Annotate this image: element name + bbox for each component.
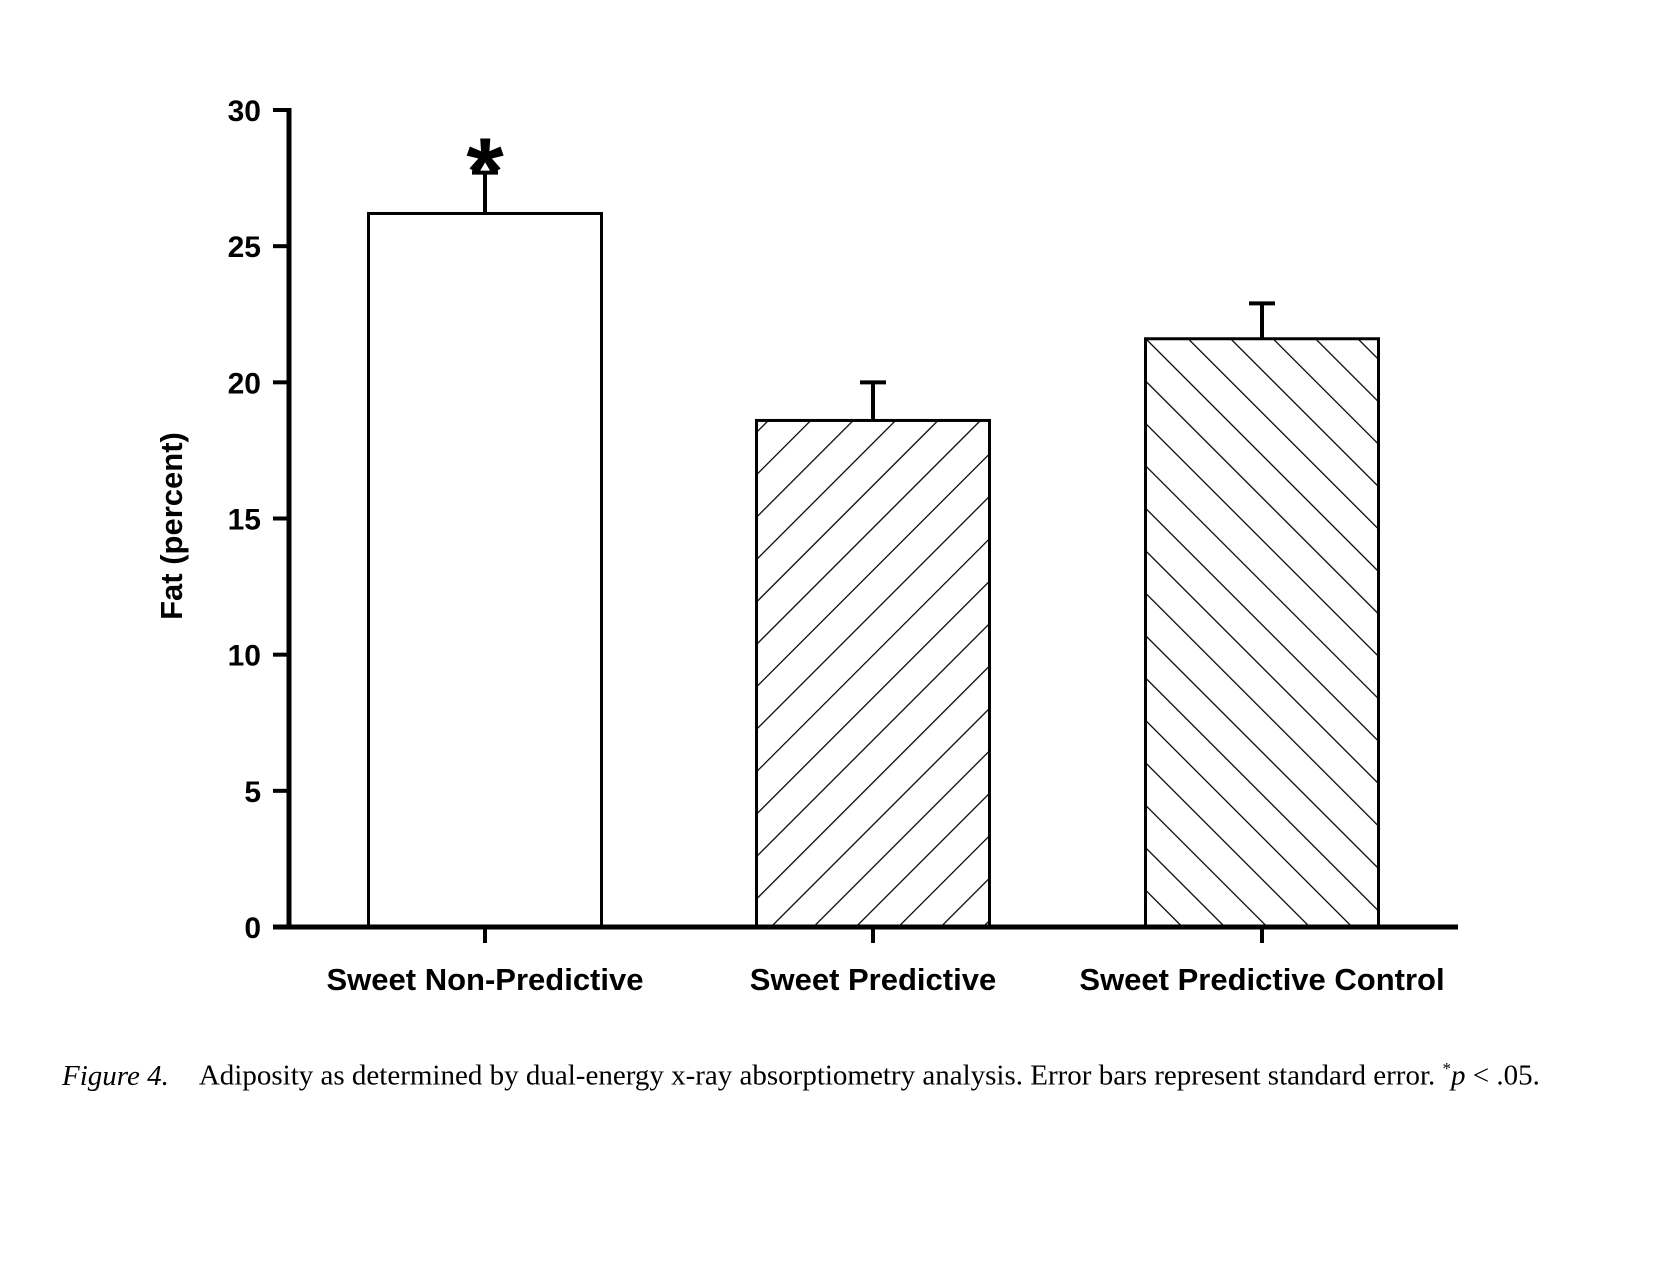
- x-category-label: Sweet Predictive Control: [1079, 962, 1444, 997]
- y-tick-label: 15: [228, 504, 261, 537]
- y-axis-title: Fat (percent): [154, 432, 189, 620]
- caption-text: Adiposity as determined by dual-energy x…: [198, 1059, 1436, 1092]
- significance-marker: *: [466, 119, 504, 226]
- x-category-label: Sweet Predictive: [750, 962, 996, 997]
- y-tick-label: 20: [228, 367, 261, 400]
- y-tick-label: 10: [228, 640, 261, 673]
- caption-figure-label: Figure 4.: [62, 1059, 169, 1092]
- bar: [1144, 337, 1380, 929]
- bar: [367, 211, 603, 929]
- caption-p-symbol: p: [1451, 1059, 1466, 1092]
- bar: [755, 418, 991, 929]
- caption-sig-marker: *: [1442, 1059, 1452, 1078]
- y-tick-label: 0: [244, 912, 261, 945]
- figure-caption: Figure 4. Adiposity as determined by dual…: [62, 1048, 1622, 1097]
- y-tick-label: 25: [228, 231, 261, 264]
- y-tick-label: 30: [228, 95, 261, 128]
- y-tick-label: 5: [244, 776, 261, 809]
- caption-p-rest: < .05.: [1465, 1059, 1540, 1092]
- x-category-label: Sweet Non-Predictive: [327, 962, 644, 997]
- bar-chart: * 0 5 10 15 20 25 30 Sweet Non-Predictive Sweet …: [154, 95, 1458, 997]
